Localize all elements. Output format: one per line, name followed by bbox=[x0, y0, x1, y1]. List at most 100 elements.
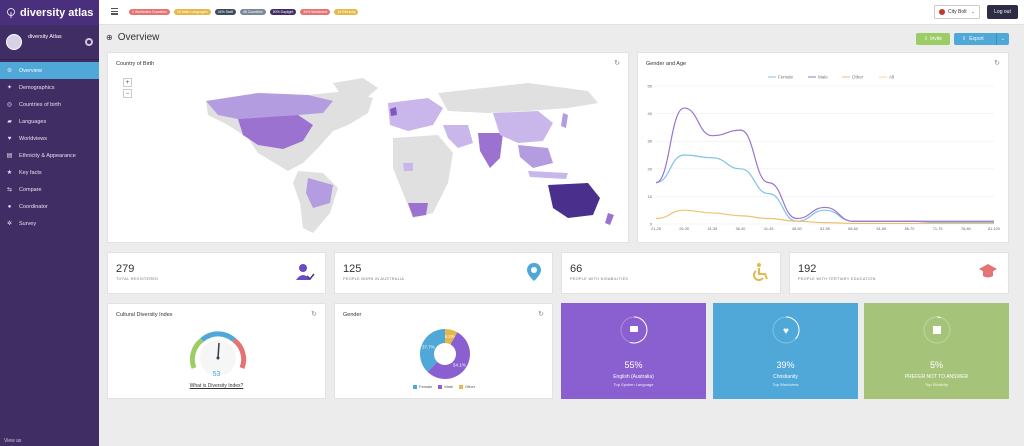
map-canada bbox=[206, 93, 333, 119]
map-pin-icon bbox=[527, 263, 541, 281]
tile-top-worldview[interactable]: ♥ 39% Christianity Top Worldview bbox=[713, 303, 858, 399]
tile-top-ethnicity[interactable]: 5% PREFER NOT TO ANSWER Top Ethnicity bbox=[864, 303, 1009, 399]
chevron-down-icon: ⌄ bbox=[970, 9, 975, 15]
profile-panel: diversity Atlas bbox=[0, 25, 99, 60]
x-tick-label: 51-55 bbox=[820, 227, 830, 231]
tile-title: English (Australia) bbox=[613, 374, 654, 380]
map-nigeria bbox=[403, 163, 413, 171]
map-australia bbox=[548, 183, 600, 218]
map-china bbox=[493, 111, 553, 143]
map-africa bbox=[393, 135, 453, 218]
refresh-icon[interactable]: ↻ bbox=[614, 60, 620, 67]
avatar[interactable] bbox=[6, 34, 22, 50]
series-line-female bbox=[655, 154, 994, 224]
sidebar-item-countries[interactable]: ◎ Countries of birth bbox=[0, 96, 99, 113]
invite-icon: ⇩ bbox=[923, 36, 929, 42]
stat-card-disabilities: 66 PEOPLE WITH DISABILITIES bbox=[561, 252, 781, 294]
tile-subtitle: Top Spoken Language bbox=[613, 382, 654, 387]
sidebar-item-label: Countries of birth bbox=[19, 101, 61, 108]
sidebar-item-languages[interactable]: ▰ Languages bbox=[0, 113, 99, 130]
map-brazil bbox=[306, 178, 333, 208]
y-tick-label: 50 bbox=[648, 84, 653, 89]
summary-tag: 50% Daylight bbox=[269, 9, 297, 15]
summary-tag: 34% Worldview bbox=[300, 9, 331, 15]
map-japan bbox=[561, 113, 568, 128]
card-title: Country of Birth bbox=[116, 61, 155, 67]
map-middle-east bbox=[443, 125, 473, 148]
legend-label: Female bbox=[778, 75, 794, 80]
summary-tag: 15 Main Languages bbox=[173, 9, 211, 15]
map-india bbox=[478, 133, 503, 168]
card-title: Cultural Diversity Index bbox=[116, 312, 173, 318]
pie-label: 37.7% bbox=[422, 345, 435, 350]
gender-age-card: Gender and Age ↻ 0 10 20 30 40 50 21-25 26-30 31… bbox=[637, 52, 1009, 243]
sidebar-item-ethnicity[interactable]: ▤ Ethnicity & Appearance bbox=[0, 147, 99, 164]
sidebar-item-overview[interactable]: ⊕ Overview bbox=[0, 62, 99, 79]
x-tick-label: 46-50 bbox=[792, 227, 802, 231]
legend-label: Other bbox=[852, 75, 864, 80]
map-se-asia bbox=[518, 145, 553, 168]
legend-label: All bbox=[889, 75, 894, 80]
user-check-icon bbox=[296, 264, 315, 281]
settings-gear-icon[interactable] bbox=[85, 38, 93, 46]
tile-ring: ♥ bbox=[772, 316, 799, 344]
y-tick-label: 0 bbox=[650, 222, 653, 227]
gender-legend: Female Male Other bbox=[413, 384, 475, 389]
tile-subtitle: Top Ethnicity bbox=[925, 382, 948, 387]
x-tick-label: 71-75 bbox=[933, 227, 943, 231]
speech-bubble-icon: ▰ bbox=[7, 119, 12, 125]
sidebar-item-worldviews[interactable]: ♥ Worldviews bbox=[0, 130, 99, 147]
top-bar: 1 Worldview Countries 15 Main Languages 44… bbox=[99, 0, 1024, 25]
zoom-in-button[interactable]: + bbox=[123, 78, 132, 87]
x-tick-label: 21-25 bbox=[651, 227, 661, 231]
summary-tag: 48 Countries bbox=[239, 9, 266, 15]
sidebar-item-survey[interactable]: ✲ Survey bbox=[0, 215, 99, 232]
view-as-link[interactable]: View as bbox=[4, 438, 22, 444]
stat-card-total: 279 TOTAL REGISTERED bbox=[107, 252, 326, 294]
x-tick-label: 36-40 bbox=[736, 227, 746, 231]
sidebar-item-label: Languages bbox=[19, 118, 47, 125]
gender-age-line-chart: 0 10 20 30 40 50 21-25 26-30 31-35 36-40 41-45 46-5… bbox=[648, 75, 1000, 232]
graduation-cap-icon bbox=[979, 264, 997, 278]
hamburger-menu-icon[interactable] bbox=[111, 8, 118, 16]
department-select[interactable]: City Bolt ⌄ bbox=[934, 5, 980, 19]
heart-icon: ♥ bbox=[7, 135, 12, 142]
summary-tags: 1 Worldview Countries 15 Main Languages 44… bbox=[129, 9, 359, 15]
tile-top-language[interactable]: 55% English (Australia) Top Spoken Langu… bbox=[561, 303, 706, 399]
refresh-icon[interactable]: ↻ bbox=[311, 311, 317, 318]
refresh-icon[interactable]: ↻ bbox=[994, 60, 1000, 67]
zoom-out-button[interactable]: − bbox=[123, 89, 132, 98]
map-greenland bbox=[333, 78, 378, 101]
pie-slice-male bbox=[427, 332, 470, 379]
export-button[interactable]: ⇪ Export ⌄ bbox=[954, 33, 1009, 45]
legend-other: Other bbox=[459, 384, 475, 389]
sidebar-item-label: Ethnicity & Appearance bbox=[19, 152, 76, 159]
stat-label: TOTAL REGISTERED bbox=[116, 277, 159, 281]
star-icon: ★ bbox=[6, 170, 13, 176]
country-of-birth-card: Country of Birth ↻ + − bbox=[107, 52, 629, 243]
tile-pct: 55% bbox=[624, 360, 643, 370]
refresh-icon[interactable]: ↻ bbox=[538, 311, 544, 318]
logout-button[interactable]: Log out bbox=[987, 5, 1018, 19]
invite-button[interactable]: ⇩ Invite bbox=[916, 33, 950, 45]
stat-label: PEOPLE WITH TERTIARY EDUCATION bbox=[798, 277, 876, 281]
map-russia bbox=[438, 83, 598, 113]
sidebar-item-coordinator[interactable]: ● Coordinator bbox=[0, 198, 99, 215]
tile-pct: 5% bbox=[929, 360, 943, 370]
app-logo[interactable]: diversity atlas bbox=[0, 0, 99, 25]
summary-tag: 16 Ethnicity bbox=[334, 9, 359, 15]
sidebar-item-compare[interactable]: ⇆ Compare bbox=[0, 181, 99, 198]
cultural-diversity-card: Cultural Diversity Index ↻ 53 What is Di… bbox=[107, 303, 326, 399]
map-uk bbox=[390, 107, 397, 116]
stat-value: 192 bbox=[798, 263, 817, 275]
sidebar-item-label: Compare bbox=[19, 186, 42, 193]
stat-value: 279 bbox=[116, 263, 135, 275]
summary-tag: 1 Worldview Countries bbox=[129, 9, 170, 15]
diversity-index-link[interactable]: What is Diversity Index? bbox=[189, 383, 244, 389]
stat-label: PEOPLE WITH DISABILITIES bbox=[570, 277, 629, 281]
sidebar-item-key-facts[interactable]: ★ Key facts bbox=[0, 164, 99, 181]
tile-title: Christianity bbox=[773, 374, 798, 380]
sidebar-nav: ⊕ Overview ✦ Demographics ◎ Countries of bi… bbox=[0, 62, 99, 232]
y-tick-label: 40 bbox=[648, 111, 653, 116]
sidebar-item-demographics[interactable]: ✦ Demographics bbox=[0, 79, 99, 96]
